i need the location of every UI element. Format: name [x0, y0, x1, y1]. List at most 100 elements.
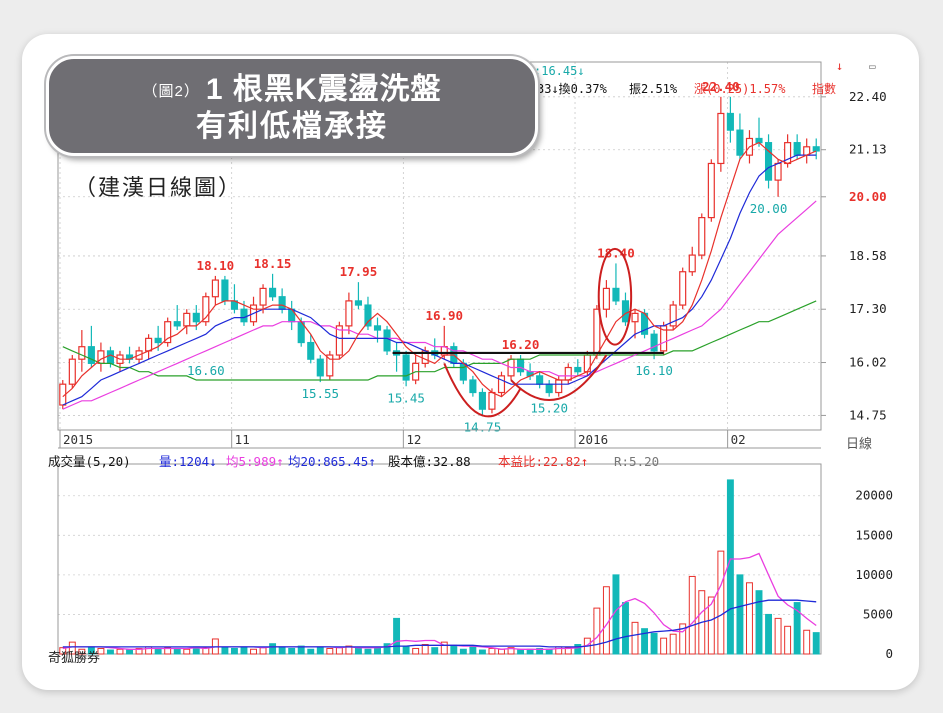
volume-bar [564, 647, 572, 655]
candle-body [259, 287, 267, 306]
header-change: 漲(0.25)1.57% [694, 82, 786, 96]
volume-bar [116, 648, 124, 655]
price-annotation: 16.20 [502, 337, 540, 352]
volume-bar [288, 647, 296, 655]
volume-bar [316, 646, 324, 655]
candle-body [602, 287, 610, 310]
candle-body [164, 321, 172, 344]
price-tick-label: 18.58 [849, 248, 887, 263]
volume-bar [440, 641, 448, 655]
price-annotation: 18.10 [197, 258, 235, 273]
volume-bar [478, 649, 486, 655]
moving-averages [62, 141, 817, 410]
candle-body [593, 308, 601, 356]
price-tick-label: 20.00 [849, 189, 887, 204]
candle-body [68, 358, 76, 385]
volume-bar [164, 647, 172, 655]
volume-bar [707, 596, 715, 655]
volume-bar [250, 648, 257, 655]
candle-body [764, 142, 773, 181]
volume-bar [593, 607, 601, 655]
price-ma20-line [62, 200, 817, 410]
candle-body [345, 300, 353, 327]
volume-bar [450, 644, 458, 655]
volume-bar [278, 646, 286, 655]
volume-bar [202, 647, 210, 655]
volume-bar [726, 479, 734, 655]
volume-bar [784, 625, 792, 655]
volume-bar [459, 648, 467, 655]
price-annotation: 22.40 [702, 79, 740, 94]
candle-body [106, 350, 115, 364]
volume-bar [326, 647, 334, 655]
candle-body [183, 312, 191, 327]
volume-bar [297, 645, 305, 655]
candle-body [221, 279, 229, 302]
window-icon: ▭ [869, 60, 876, 73]
candle-body [173, 321, 181, 327]
volume-bars [59, 479, 820, 655]
volume-bar [774, 617, 782, 655]
price-annotations: 18.10 18.15 17.95 16.90 16.20 18.40 22.40 16.60… [187, 79, 787, 435]
stock-chart: 18.10 18.15 17.95 16.90 16.20 18.40 22.40 16.60… [48, 59, 893, 666]
volume-bar [488, 647, 496, 655]
volume-bar [574, 644, 582, 655]
candle-body [631, 312, 639, 323]
volume-bar [498, 648, 505, 655]
volume-bar [650, 632, 658, 655]
candle-body [278, 296, 286, 310]
u-curve-left [443, 362, 522, 418]
volume-ma5: 均5:989↑ [226, 454, 284, 469]
price-annotation: 15.45 [387, 390, 425, 405]
candle-body [793, 142, 801, 156]
date-tick-label: 2015 [63, 432, 93, 447]
volume-bar [536, 647, 544, 655]
volume-bar [345, 645, 353, 655]
candle-body [364, 304, 372, 327]
watermark: 奇狐勝券 [48, 650, 100, 666]
volume-bar [106, 649, 114, 655]
candle-body [202, 296, 210, 323]
price-annotation: 18.15 [254, 256, 292, 271]
date-tick-label: 02 [731, 432, 746, 447]
candle-body [316, 358, 324, 377]
candle-body [145, 337, 153, 352]
volume-bar [97, 647, 105, 655]
volume-bar [383, 643, 391, 655]
volume-tick-label: 20000 [855, 488, 893, 503]
candle-body [192, 312, 200, 323]
volume-bar [68, 641, 76, 655]
volume-bar [173, 647, 181, 655]
volume-bar [402, 646, 410, 655]
candle-body [326, 354, 334, 377]
price-annotation: 16.10 [635, 363, 673, 378]
corner-label: 日線 [846, 436, 872, 452]
price-tick-label: 21.13 [849, 142, 887, 157]
volume-frame [57, 463, 822, 655]
volume-bar [259, 647, 267, 655]
volume-bar [154, 648, 162, 655]
title-line-2: 有利低檔承接 [196, 110, 388, 143]
candle-body [574, 366, 582, 373]
candle-body [335, 325, 343, 356]
volume-bar [307, 648, 315, 655]
date-tick-label: 11 [235, 432, 250, 447]
axes: 22.40 21.13 20.00 18.58 17.30 16.02 14.75 2015 1… [57, 61, 893, 661]
header-index: 指數 [812, 81, 836, 96]
candle-body [478, 391, 486, 410]
volume-bar [755, 590, 763, 655]
volume-bar [59, 647, 67, 655]
price-ma5-line [62, 141, 817, 398]
highlight-circle [597, 247, 633, 346]
volume-bar [221, 647, 229, 655]
candle-body [354, 300, 362, 306]
candle-body [564, 366, 572, 381]
candle-body [211, 279, 219, 298]
candle-body [698, 217, 706, 256]
volume-bar [269, 643, 277, 655]
volume-tick-label: 15000 [855, 527, 893, 542]
volume-value: 量:1204↓ [159, 454, 217, 469]
candle-body [717, 112, 725, 165]
volume-bar [602, 586, 610, 655]
volume-tick-label: 10000 [855, 567, 893, 582]
